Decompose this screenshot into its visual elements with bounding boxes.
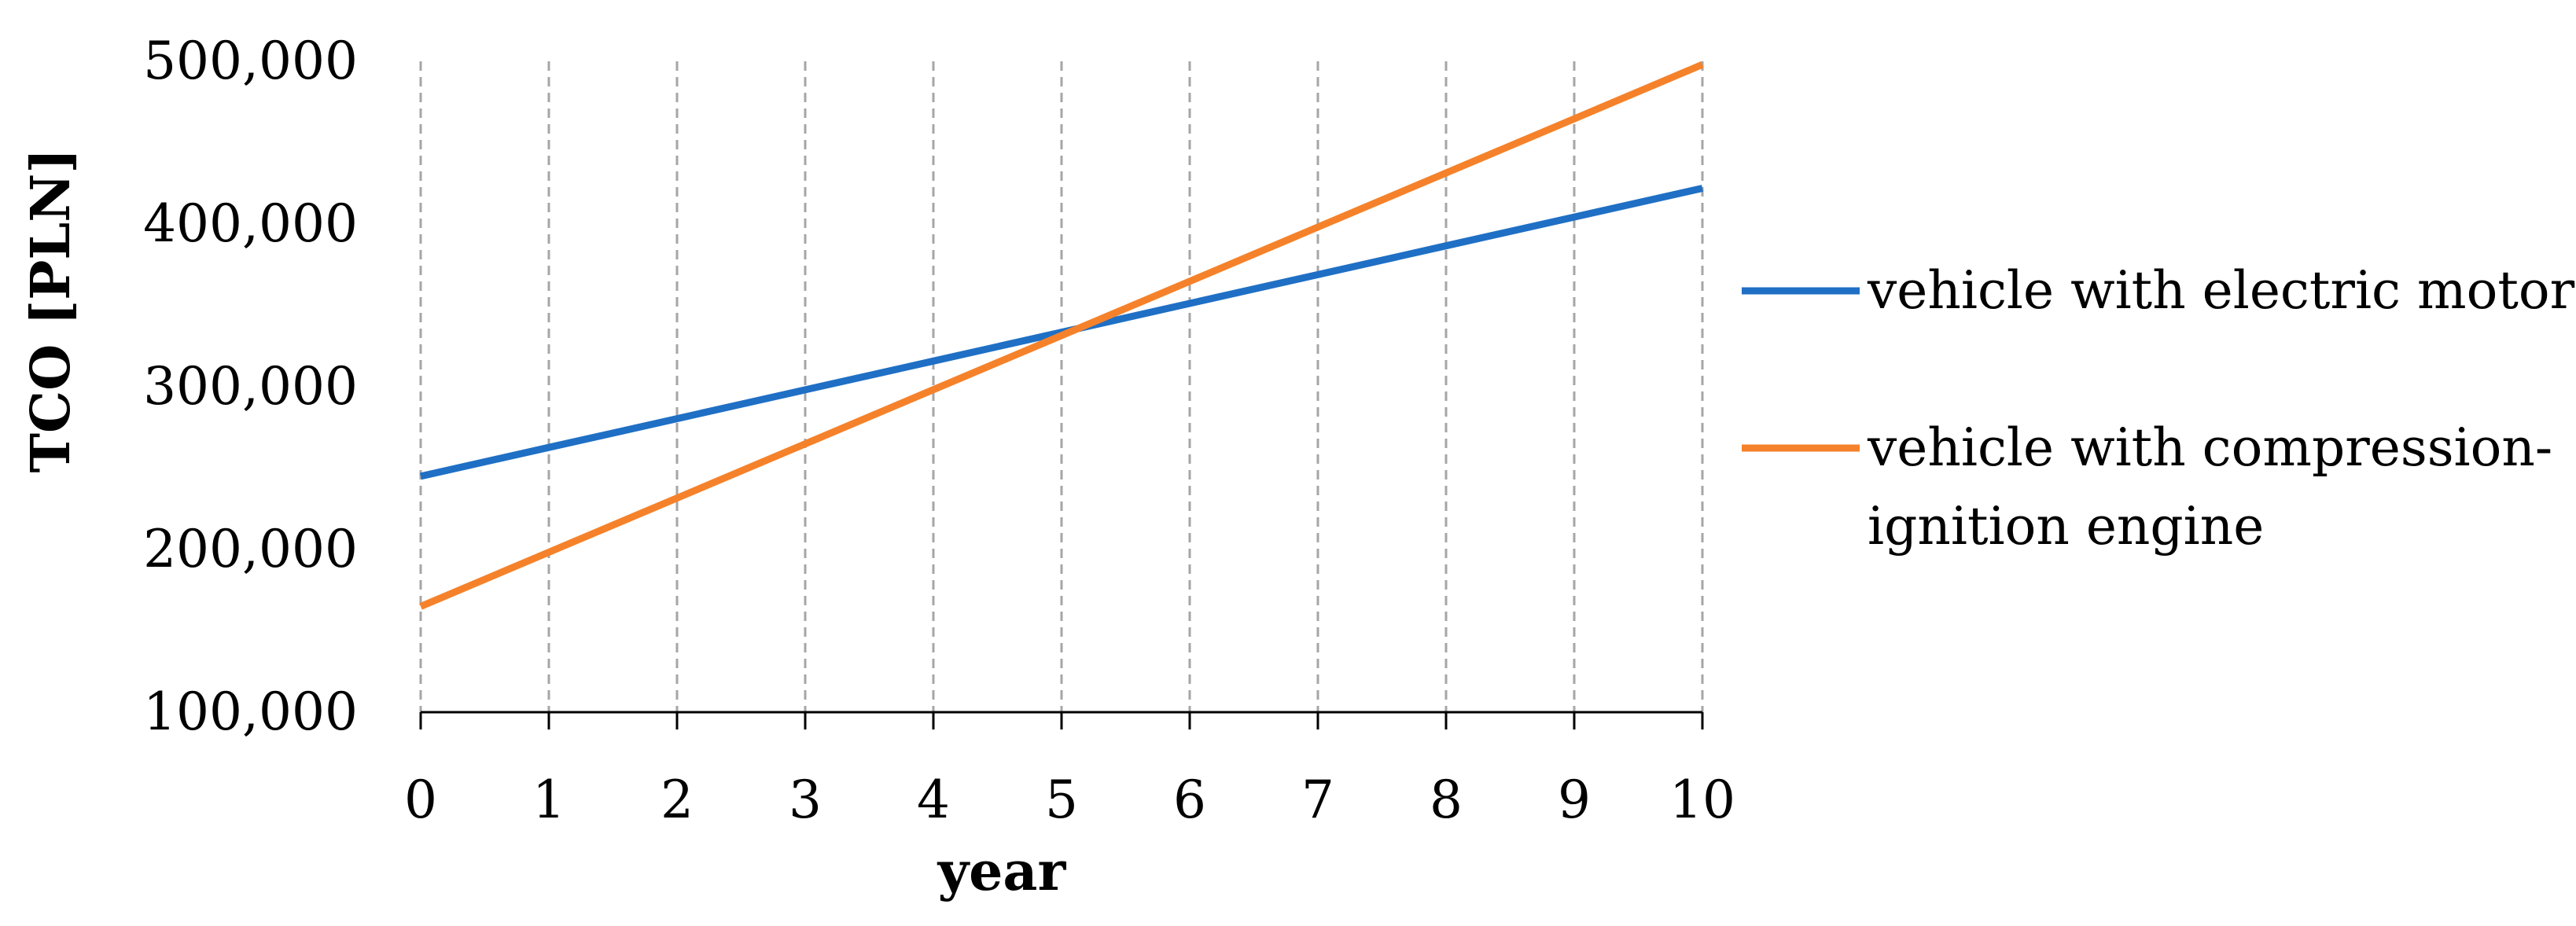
x-axis-tick-labels: 0 1 2 3 4 5 6 7 8 9 10 <box>404 770 1735 830</box>
y-axis-title: TCO [PLN] <box>20 148 83 472</box>
x-tick-label: 1 <box>532 770 565 830</box>
series-lines <box>419 61 1704 610</box>
legend: vehicle with electric motor vehicle with … <box>1742 260 2575 557</box>
y-tick-label: 500,000 <box>143 31 358 91</box>
legend-label: ignition engine <box>1868 496 2264 557</box>
x-tick-label: 3 <box>789 770 822 830</box>
series-line-compression-ignition <box>419 61 1704 610</box>
x-axis-title: year <box>937 840 1067 903</box>
x-tick-label: 7 <box>1301 770 1334 830</box>
vertical-gridlines <box>419 61 1704 712</box>
y-tick-label: 300,000 <box>143 356 358 417</box>
x-tick-label: 0 <box>404 770 437 830</box>
x-tick-label: 6 <box>1173 770 1206 830</box>
x-tick-label: 2 <box>661 770 694 830</box>
y-tick-label: 400,000 <box>143 193 358 254</box>
x-tick-label: 8 <box>1430 770 1463 830</box>
y-axis-tick-labels: 100,000 200,000 300,000 400,000 500,000 <box>143 31 358 742</box>
x-tick-label: 9 <box>1558 770 1591 830</box>
y-tick-label: 100,000 <box>143 682 358 742</box>
legend-label: vehicle with electric motor <box>1867 260 2575 321</box>
x-tick-label: 4 <box>917 770 950 830</box>
x-tick-label: 5 <box>1045 770 1078 830</box>
x-tick-label: 10 <box>1669 770 1735 830</box>
legend-label: vehicle with compression- <box>1867 417 2552 478</box>
x-axis <box>419 711 1704 729</box>
y-tick-label: 200,000 <box>143 519 358 579</box>
